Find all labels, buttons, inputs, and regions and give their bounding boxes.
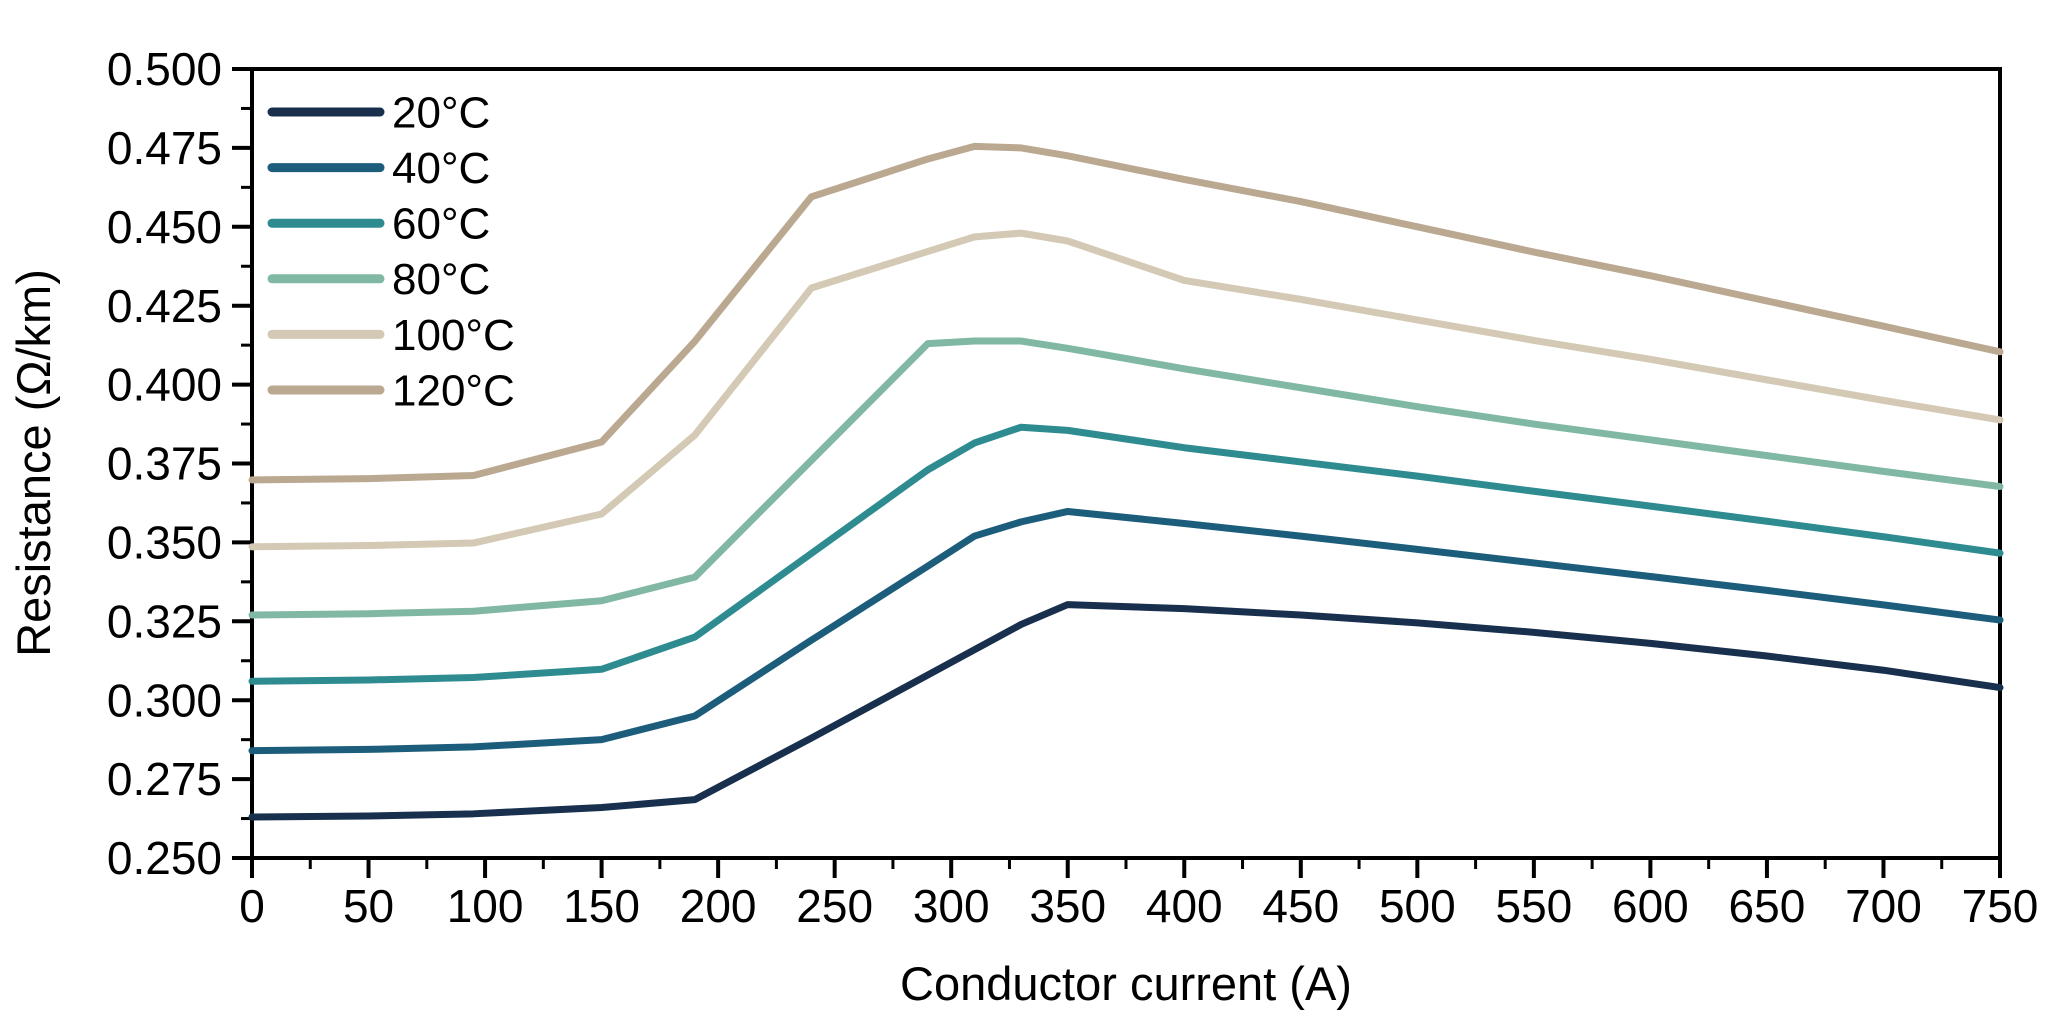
y-tick-label: 0.450 — [107, 201, 222, 253]
y-axis-title: Resistance (Ω/km) — [7, 269, 60, 657]
x-tick-label: 100 — [447, 880, 524, 932]
x-tick-label: 200 — [680, 880, 757, 932]
y-tick-label: 0.425 — [107, 280, 222, 332]
legend-label-20°C: 20°C — [392, 88, 490, 137]
y-tick-label: 0.375 — [107, 438, 222, 490]
y-tick-label: 0.350 — [107, 517, 222, 569]
series-line-120°C — [248, 142, 2004, 484]
x-tick-label: 350 — [1029, 880, 1106, 932]
legend-label-80°C: 80°C — [392, 255, 490, 304]
x-tick-label: 600 — [1612, 880, 1689, 932]
y-tick-label: 0.475 — [107, 122, 222, 174]
x-tick-label: 400 — [1146, 880, 1223, 932]
series-line-80°C — [248, 337, 2004, 619]
x-tick-label: 750 — [1962, 880, 2039, 932]
x-tick-label: 50 — [343, 880, 394, 932]
x-tick-label: 300 — [913, 880, 990, 932]
x-axis-title: Conductor current (A) — [900, 957, 1352, 1010]
series-line-100°C — [248, 229, 2004, 551]
series-line-20°C — [248, 601, 2004, 821]
x-tick-label: 500 — [1379, 880, 1456, 932]
x-tick-label: 250 — [796, 880, 873, 932]
legend-label-100°C: 100°C — [392, 311, 515, 360]
y-tick-label: 0.325 — [107, 595, 222, 647]
legend-label-40°C: 40°C — [392, 144, 490, 193]
y-tick-label: 0.500 — [107, 43, 222, 95]
x-tick-label: 150 — [563, 880, 640, 932]
y-tick-label: 0.400 — [107, 359, 222, 411]
y-tick-label: 0.300 — [107, 674, 222, 726]
x-tick-label: 700 — [1845, 880, 1922, 932]
legend-label-120°C: 120°C — [392, 366, 515, 415]
x-tick-label: 650 — [1729, 880, 1806, 932]
x-tick-label: 0 — [239, 880, 265, 932]
x-tick-label: 450 — [1262, 880, 1339, 932]
series-line-60°C — [248, 423, 2004, 685]
y-tick-label: 0.250 — [107, 832, 222, 884]
series-line-40°C — [248, 507, 2004, 755]
legend-label-60°C: 60°C — [392, 200, 490, 249]
plot-layer: 0 50 100 150 200 250 300 350 400 450 500 550 600 650 7… — [107, 43, 2039, 932]
x-tick-label: 550 — [1495, 880, 1572, 932]
y-tick-label: 0.275 — [107, 753, 222, 805]
